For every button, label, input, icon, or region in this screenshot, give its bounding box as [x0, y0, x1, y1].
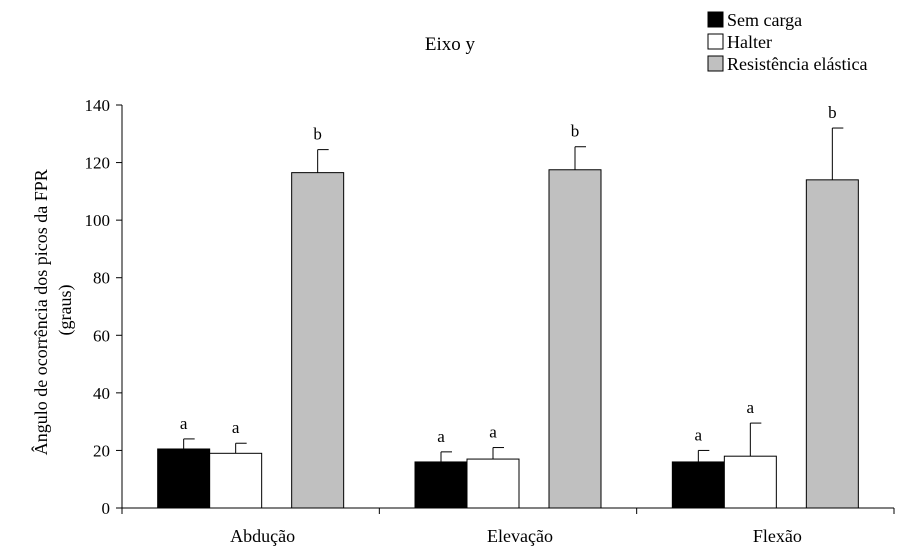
bar-resist-ncia-el-stica-2 [805, 179, 859, 509]
significance-label: a [695, 425, 703, 444]
bar-sem-carga-0 [157, 448, 211, 509]
bar-halter-0 [209, 452, 263, 509]
y-axis-label: Ângulo de ocorrência dos picos da FPR (g… [30, 165, 76, 455]
significance-label: a [489, 423, 497, 442]
y-tick-label: 120 [85, 154, 111, 173]
y-tick-label: 0 [102, 499, 111, 518]
legend-label: Sem carga [727, 10, 802, 30]
legend-label: Halter [727, 32, 772, 52]
significance-label: a [437, 427, 445, 446]
bar-sem-carga-1 [414, 461, 468, 509]
bar-halter-2 [723, 455, 777, 509]
significance-label: a [180, 414, 188, 433]
chart-title: Eixo y [425, 34, 476, 55]
y-tick-label: 60 [93, 326, 110, 345]
x-category-label: Abdução [230, 526, 295, 546]
x-category-label: Elevação [487, 526, 553, 546]
legend-swatch [707, 33, 724, 50]
significance-label: b [571, 122, 580, 141]
bar-halter-1 [466, 458, 520, 509]
plot-area: 0 20 40 60 80 100 120 140 a a b Abdução a a b Elevação a… [85, 96, 895, 546]
y-axis-label-line-1: Ângulo de ocorrência dos picos da FPR [30, 169, 51, 455]
significance-label: b [313, 125, 322, 144]
y-tick-label: 20 [93, 441, 110, 460]
y-tick-label: 140 [85, 96, 111, 115]
significance-label: a [747, 398, 755, 417]
y-tick-label: 40 [93, 384, 110, 403]
bar-sem-carga-2 [671, 461, 725, 509]
x-category-label: Flexão [753, 526, 802, 546]
bar-resist-ncia-el-stica-0 [291, 172, 345, 509]
y-tick-label: 80 [93, 269, 110, 288]
bar-resist-ncia-el-stica-1 [548, 169, 602, 509]
y-tick-label: 100 [85, 211, 111, 230]
significance-label: b [828, 103, 837, 122]
legend-swatch [707, 55, 724, 72]
significance-label: a [232, 418, 240, 437]
legend-label: Resistência elástica [727, 54, 867, 74]
y-axis-label-line-2: (graus) [55, 285, 76, 336]
legend-swatch [707, 11, 724, 28]
